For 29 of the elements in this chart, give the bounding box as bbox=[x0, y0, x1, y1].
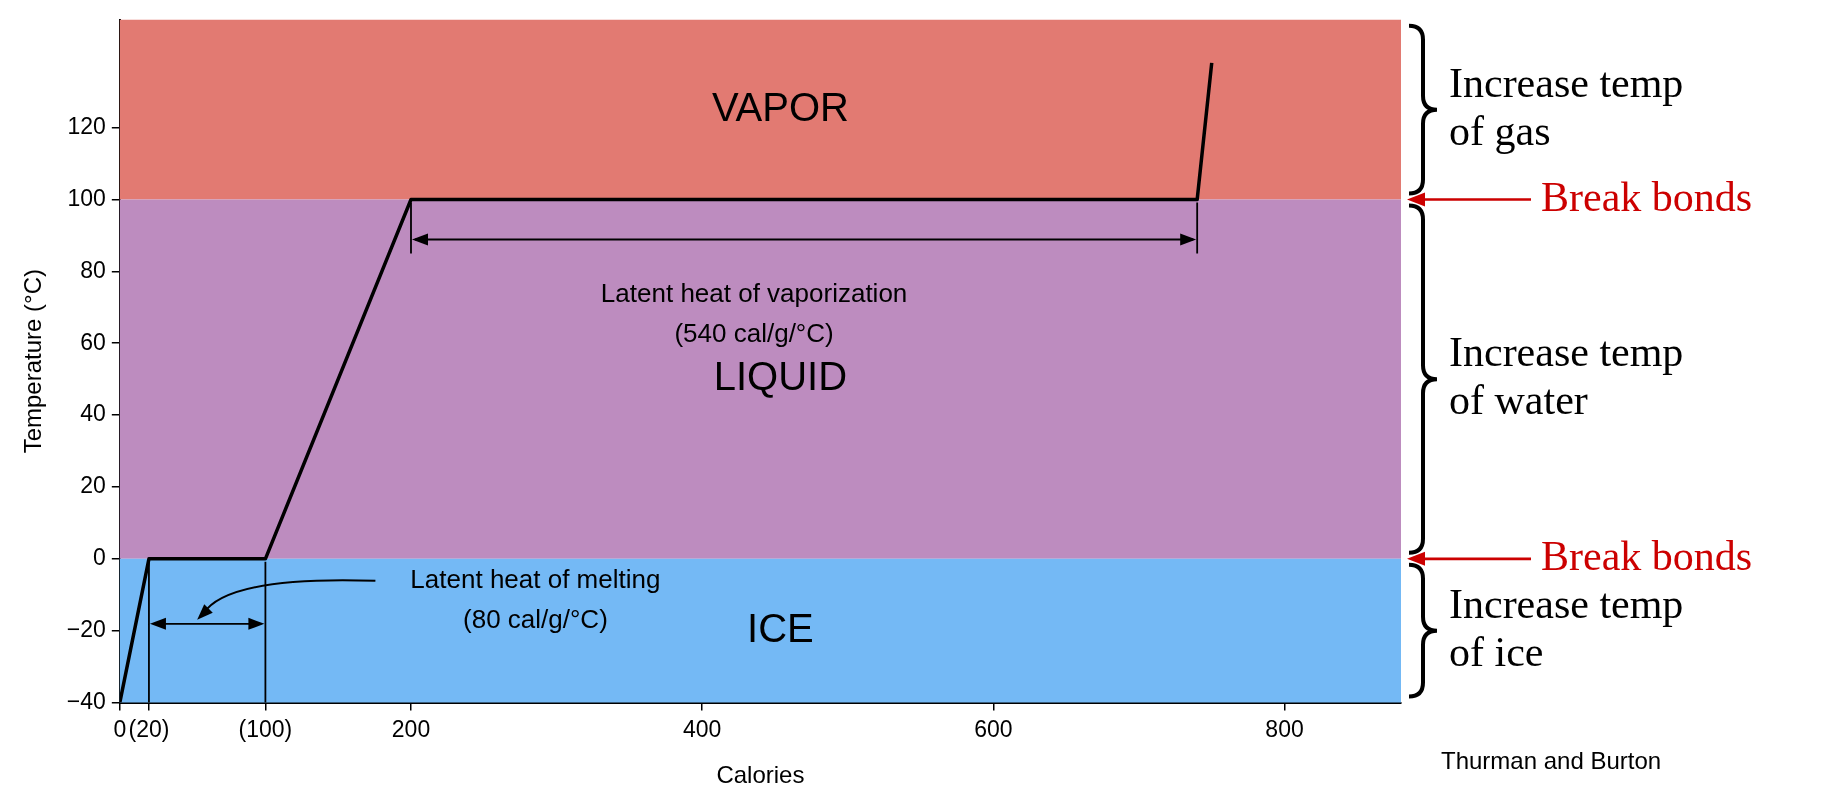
y-tick-label: 80 bbox=[80, 256, 106, 283]
x-axis-title: Calories bbox=[716, 761, 805, 789]
text: Break bonds bbox=[1541, 173, 1753, 220]
x-tick-label: 0 bbox=[113, 715, 127, 742]
x-tick-label: (100) bbox=[238, 715, 293, 742]
x-tick-label: 400 bbox=[682, 715, 722, 742]
band-label: VAPOR bbox=[711, 84, 849, 129]
band-label: ICE bbox=[747, 605, 814, 650]
y-tick-label: 0 bbox=[93, 544, 106, 571]
x-tick-label: 800 bbox=[1265, 715, 1304, 742]
text: Break bonds bbox=[1541, 532, 1753, 579]
x-tick-label: 200 bbox=[391, 715, 431, 742]
annotation: Latent heat of vaporization (540 cal/g/°C) bbox=[600, 277, 908, 348]
y-tick-label: 60 bbox=[80, 328, 106, 355]
y-tick-label: 40 bbox=[80, 400, 106, 427]
text: Increase temp of water bbox=[1449, 329, 1684, 424]
y-axis-title: Temperature (°C) bbox=[19, 269, 47, 454]
text: Increase temp of ice bbox=[1449, 580, 1684, 675]
text: Thurman and Burton bbox=[1441, 747, 1662, 775]
y-tick-label: 120 bbox=[67, 112, 106, 139]
band-label: LIQUID bbox=[713, 354, 848, 399]
y-tick-label: −40 bbox=[66, 687, 106, 714]
text: Increase temp of gas bbox=[1449, 59, 1684, 154]
x-tick-label: (20) bbox=[128, 715, 170, 742]
x-tick-label: 600 bbox=[974, 715, 1013, 742]
annotation: Latent heat of melting (80 cal/g/°C) bbox=[410, 564, 661, 635]
y-tick-label: 20 bbox=[80, 472, 106, 499]
y-tick-label: 100 bbox=[67, 184, 106, 211]
y-tick-label: −20 bbox=[66, 616, 106, 643]
